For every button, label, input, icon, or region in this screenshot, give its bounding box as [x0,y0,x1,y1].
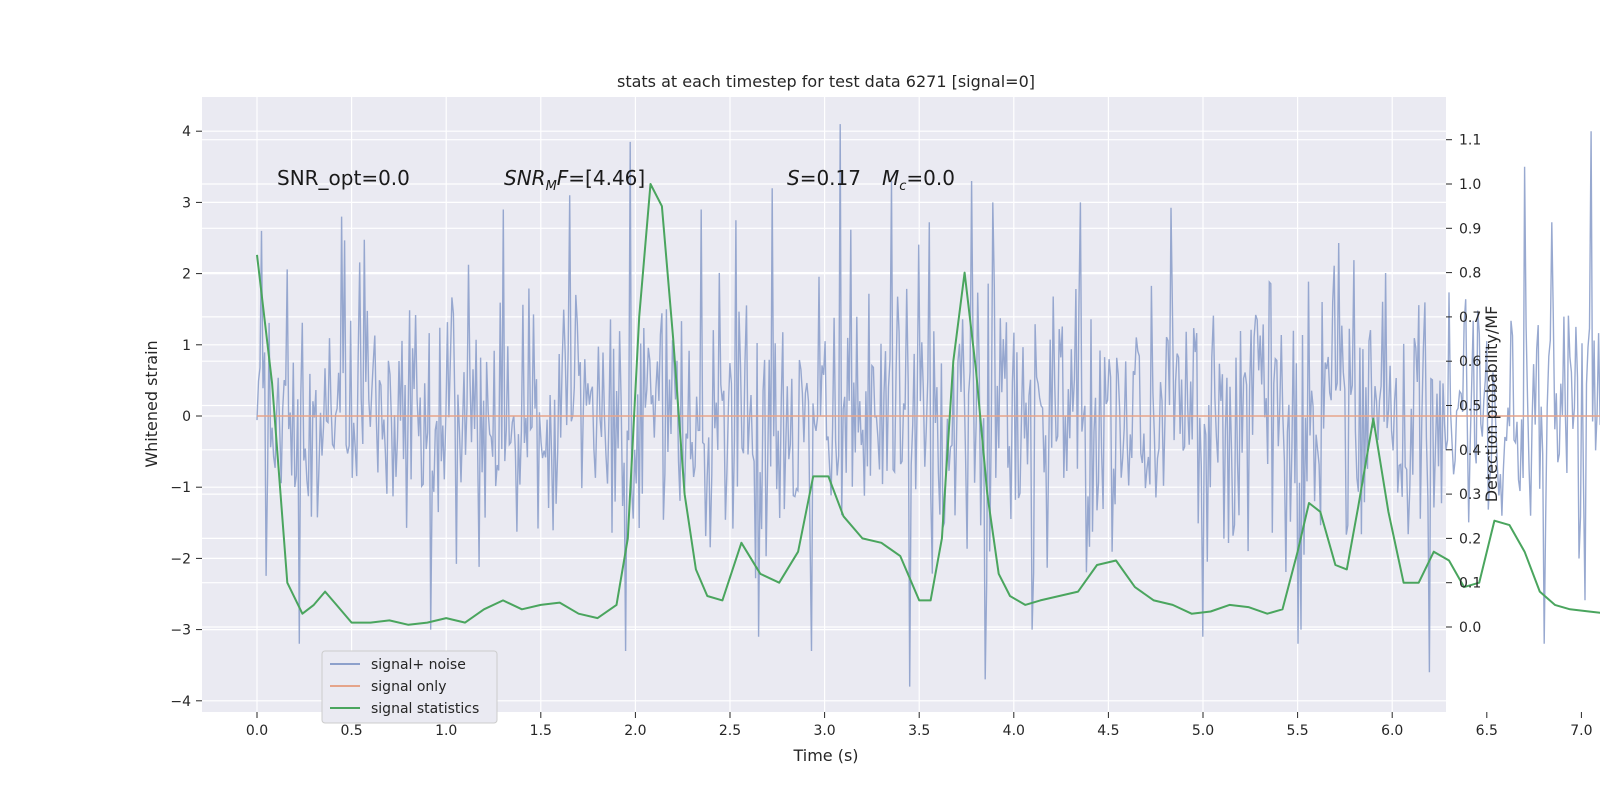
y2-tick-label: 0.2 [1459,531,1481,547]
legend-box [321,650,498,724]
y-tick-label: −1 [170,480,191,496]
legend-label-signal-only: signal only [371,679,446,695]
y2-tick-label: 0.4 [1459,443,1481,459]
annotation-snr-mf: SNRMF=[4.46] [504,166,645,194]
x-tick-label: 3.0 [813,723,835,739]
y-tick-label: −3 [170,623,191,639]
legend: signal+ noise signal only signal statist… [321,650,498,724]
y-tick-label: 1 [182,338,191,354]
y2-tick-label: 0.3 [1459,487,1481,503]
y2-tick-label: 0.1 [1459,576,1481,592]
y2-tick-label: 0.6 [1459,354,1481,370]
annotations: SNR_opt=0.0 SNRMF=[4.46] S=0.17 Mc=0.0 [277,166,955,194]
annotation-snr-opt: SNR_opt=0.0 [277,166,410,190]
x-tick-label: 0.0 [246,723,268,739]
x-tick-label: 2.0 [624,723,646,739]
x-tick-label: 4.5 [1097,723,1119,739]
y2-tick-label: 0.7 [1459,310,1481,326]
x-axis-label: Time (s) [792,746,858,765]
y-tick-label: −2 [170,551,191,567]
y2-tick-label: 1.0 [1459,177,1481,193]
x-tick-label: 2.5 [719,723,741,739]
chart-title: stats at each timestep for test data 627… [617,72,1035,91]
annotation-s: S=0.17 [787,166,861,190]
legend-label-noise: signal+ noise [371,657,466,673]
y2-tick-label: 0.0 [1459,620,1481,636]
plot-area [202,97,1600,712]
annotation-mc: Mc=0.0 [882,166,955,194]
grid-lines [202,97,1583,712]
x-tick-label: 1.5 [530,723,552,739]
y2-tick-label: 0.5 [1459,399,1481,415]
y-tick-label: −4 [170,694,191,710]
signal-noise-series [256,124,1600,687]
y-axis-ticks: −4 −3 −2 −1 0 1 2 3 4 [170,124,202,710]
y2-axis-ticks: 0.0 0.1 0.2 0.3 0.4 0.5 0.6 0.7 0.8 0.9 1.0 1.1 [1446,133,1481,636]
x-tick-label: 0.5 [340,723,362,739]
x-tick-label: 3.5 [908,723,930,739]
signal-statistics-line [256,183,1600,626]
y-tick-label: 3 [182,195,191,211]
x-tick-label: 1.0 [435,723,457,739]
y2-axis-label: Detection probability/MF [1482,306,1501,503]
y2-tick-label: 0.8 [1459,266,1481,282]
y-tick-label: 2 [182,267,191,283]
y2-tick-label: 1.1 [1459,133,1481,149]
y-axis-label: Whitened strain [142,340,161,467]
legend-label-statistics: signal statistics [371,701,479,717]
x-tick-label: 5.0 [1192,723,1214,739]
x-tick-label: 7.0 [1570,723,1592,739]
y-tick-label: 4 [182,124,191,140]
x-tick-label: 4.0 [1003,723,1025,739]
signal-noise-line [256,124,1600,687]
y-tick-label: 0 [182,409,191,425]
x-tick-label: 5.5 [1286,723,1308,739]
x-tick-label: 6.5 [1476,723,1498,739]
y2-tick-label: 0.9 [1459,221,1481,237]
x-tick-label: 6.0 [1381,723,1403,739]
signal-statistics-series [256,183,1600,626]
x-axis-ticks: 0.0 0.5 1.0 1.5 2.0 2.5 3.0 3.5 4.0 4.5 5.0 5.5 6.0 6… [246,712,1593,739]
